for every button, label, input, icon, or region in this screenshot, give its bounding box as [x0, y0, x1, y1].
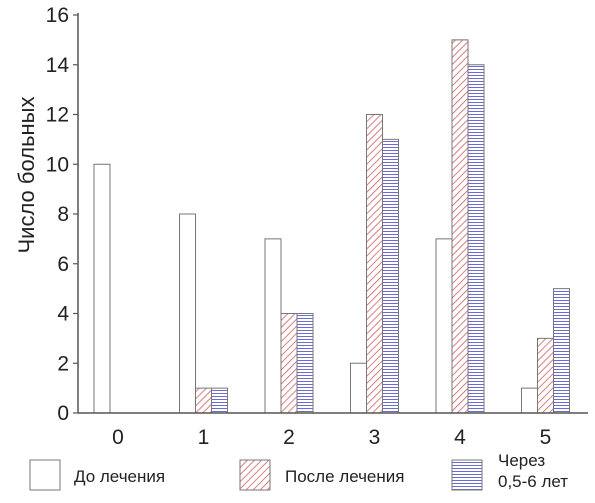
bar-3-cat-2	[296, 313, 314, 414]
y-tick-label-16: 16	[46, 4, 69, 27]
bar-2-cat-2	[280, 313, 298, 414]
bar-1-cat-3	[350, 362, 367, 414]
legend-swatch-2	[239, 459, 271, 491]
x-tick-label-1: 1	[198, 426, 210, 449]
bar-1-cat-2	[264, 238, 282, 414]
y-tick-label-2: 2	[57, 352, 69, 375]
bar-3-cat-5	[553, 288, 570, 414]
legend: До лечения После лечения Через 0,5-6 лет	[29, 451, 568, 491]
bar-1-cat-4	[435, 238, 453, 414]
bar-1-cat-0	[93, 163, 111, 414]
legend-label-2: После лечения	[285, 467, 404, 486]
bar-1-cat-1	[179, 213, 196, 414]
bar-2-cat-1	[195, 387, 212, 414]
axes	[73, 13, 588, 414]
x-tick-label-5: 5	[540, 426, 552, 449]
y-tick-label-10: 10	[46, 153, 69, 176]
bar-3-cat-4	[467, 64, 485, 414]
y-axis-title: Число больных	[14, 97, 39, 254]
bars	[93, 39, 570, 414]
legend-label-1: До лечения	[74, 467, 165, 486]
x-tick-label-2: 2	[283, 426, 295, 449]
y-tick-label-6: 6	[57, 253, 69, 276]
bar-2-cat-5	[537, 337, 554, 414]
x-tick-label-4: 4	[454, 426, 466, 449]
bar-1-cat-5	[521, 387, 538, 414]
bar-3-cat-1	[211, 387, 228, 414]
legend-label-3-line-1: Через	[498, 451, 545, 470]
bar-2-cat-3	[366, 114, 383, 414]
legend-label-3-line-2: 0,5-6 лет	[498, 472, 568, 491]
legend-swatch-3	[451, 459, 483, 491]
y-tick-label-14: 14	[46, 54, 70, 77]
y-tick-label-0: 0	[57, 402, 69, 425]
x-tick-label-0: 0	[112, 426, 124, 449]
x-tick-label-3: 3	[369, 426, 381, 449]
legend-swatch-1	[29, 459, 61, 491]
bar-2-cat-4	[451, 39, 469, 414]
y-tick-label-4: 4	[57, 303, 69, 326]
bar-3-cat-3	[382, 138, 399, 414]
y-tick-label-12: 12	[46, 104, 69, 127]
y-tick-label-8: 8	[57, 203, 69, 226]
